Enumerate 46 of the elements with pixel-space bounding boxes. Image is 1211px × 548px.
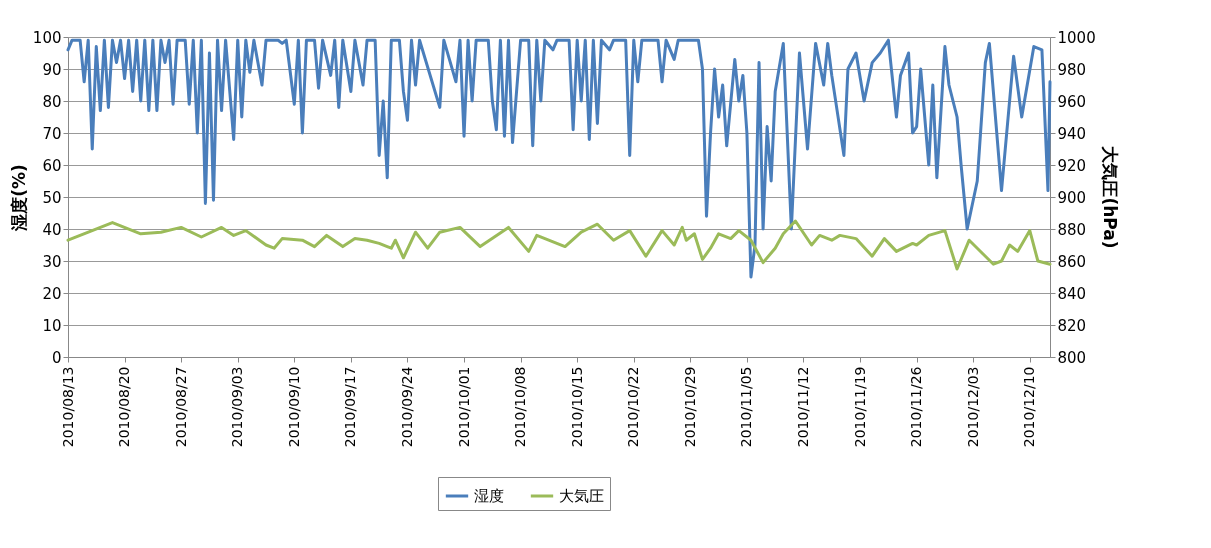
x-tick-label: 2010/11/05	[738, 366, 755, 448]
y2-axis-title: 大気圧(hPa)	[1099, 146, 1120, 249]
y2-tick-label: 860	[1057, 252, 1087, 271]
line-series	[66, 38, 1052, 279]
y2-tick-label: 1000	[1057, 28, 1096, 47]
y-tick-label: 50	[42, 188, 62, 207]
x-tick-label: 2010/11/12	[794, 366, 811, 448]
x-tick-label: 2010/10/08	[512, 366, 529, 448]
y2-tick-label: 940	[1057, 124, 1087, 143]
y2-tick-label: 880	[1057, 220, 1087, 239]
y-tick-label: 80	[42, 92, 62, 111]
y2-tick-label: 820	[1057, 316, 1087, 335]
x-tick-label: 2010/09/24	[398, 366, 415, 448]
x-tick-label: 2010/11/26	[908, 366, 925, 448]
line-series	[66, 219, 1052, 271]
x-tick-label: 2010/08/20	[116, 366, 133, 448]
y2-tick-label: 920	[1057, 156, 1087, 175]
y-tick-label: 40	[42, 220, 62, 239]
x-tick-label: 2010/10/01	[455, 366, 472, 448]
x-tick-label: 2010/10/22	[625, 366, 642, 448]
x-tick-label: 2010/09/03	[229, 366, 246, 448]
y2-tick-label: 900	[1057, 188, 1087, 207]
y-tick-label: 20	[42, 284, 62, 303]
y-tick-label: 10	[42, 316, 62, 335]
y-tick-label: 70	[42, 124, 62, 143]
x-tick-label: 2010/11/19	[851, 366, 868, 448]
x-tick-label: 2010/12/10	[1021, 366, 1038, 448]
legend-label: 湿度	[474, 487, 504, 505]
y2-tick-label: 840	[1057, 284, 1087, 303]
x-tick-label: 2010/12/03	[964, 366, 981, 448]
y-tick-label: 100	[32, 28, 62, 47]
x-tick-label: 2010/09/17	[342, 366, 359, 448]
x-tick-label: 2010/10/15	[568, 366, 585, 448]
x-tick-label: 2010/08/27	[172, 366, 189, 448]
y-axis-title: 湿度(%)	[8, 164, 29, 232]
x-tick-label: 2010/10/29	[681, 366, 698, 448]
y2-tick-label: 960	[1057, 92, 1087, 111]
y2-tick-label: 800	[1057, 348, 1087, 367]
y2-tick-label: 980	[1057, 60, 1087, 79]
y-tick-label: 90	[42, 60, 62, 79]
x-tick-label: 2010/08/13	[59, 366, 76, 448]
y-tick-label: 30	[42, 252, 62, 271]
legend-label: 大気圧	[559, 487, 604, 505]
y-tick-label: 0	[51, 348, 62, 367]
y-tick-label: 60	[42, 156, 62, 175]
x-tick-label: 2010/09/10	[285, 366, 302, 448]
